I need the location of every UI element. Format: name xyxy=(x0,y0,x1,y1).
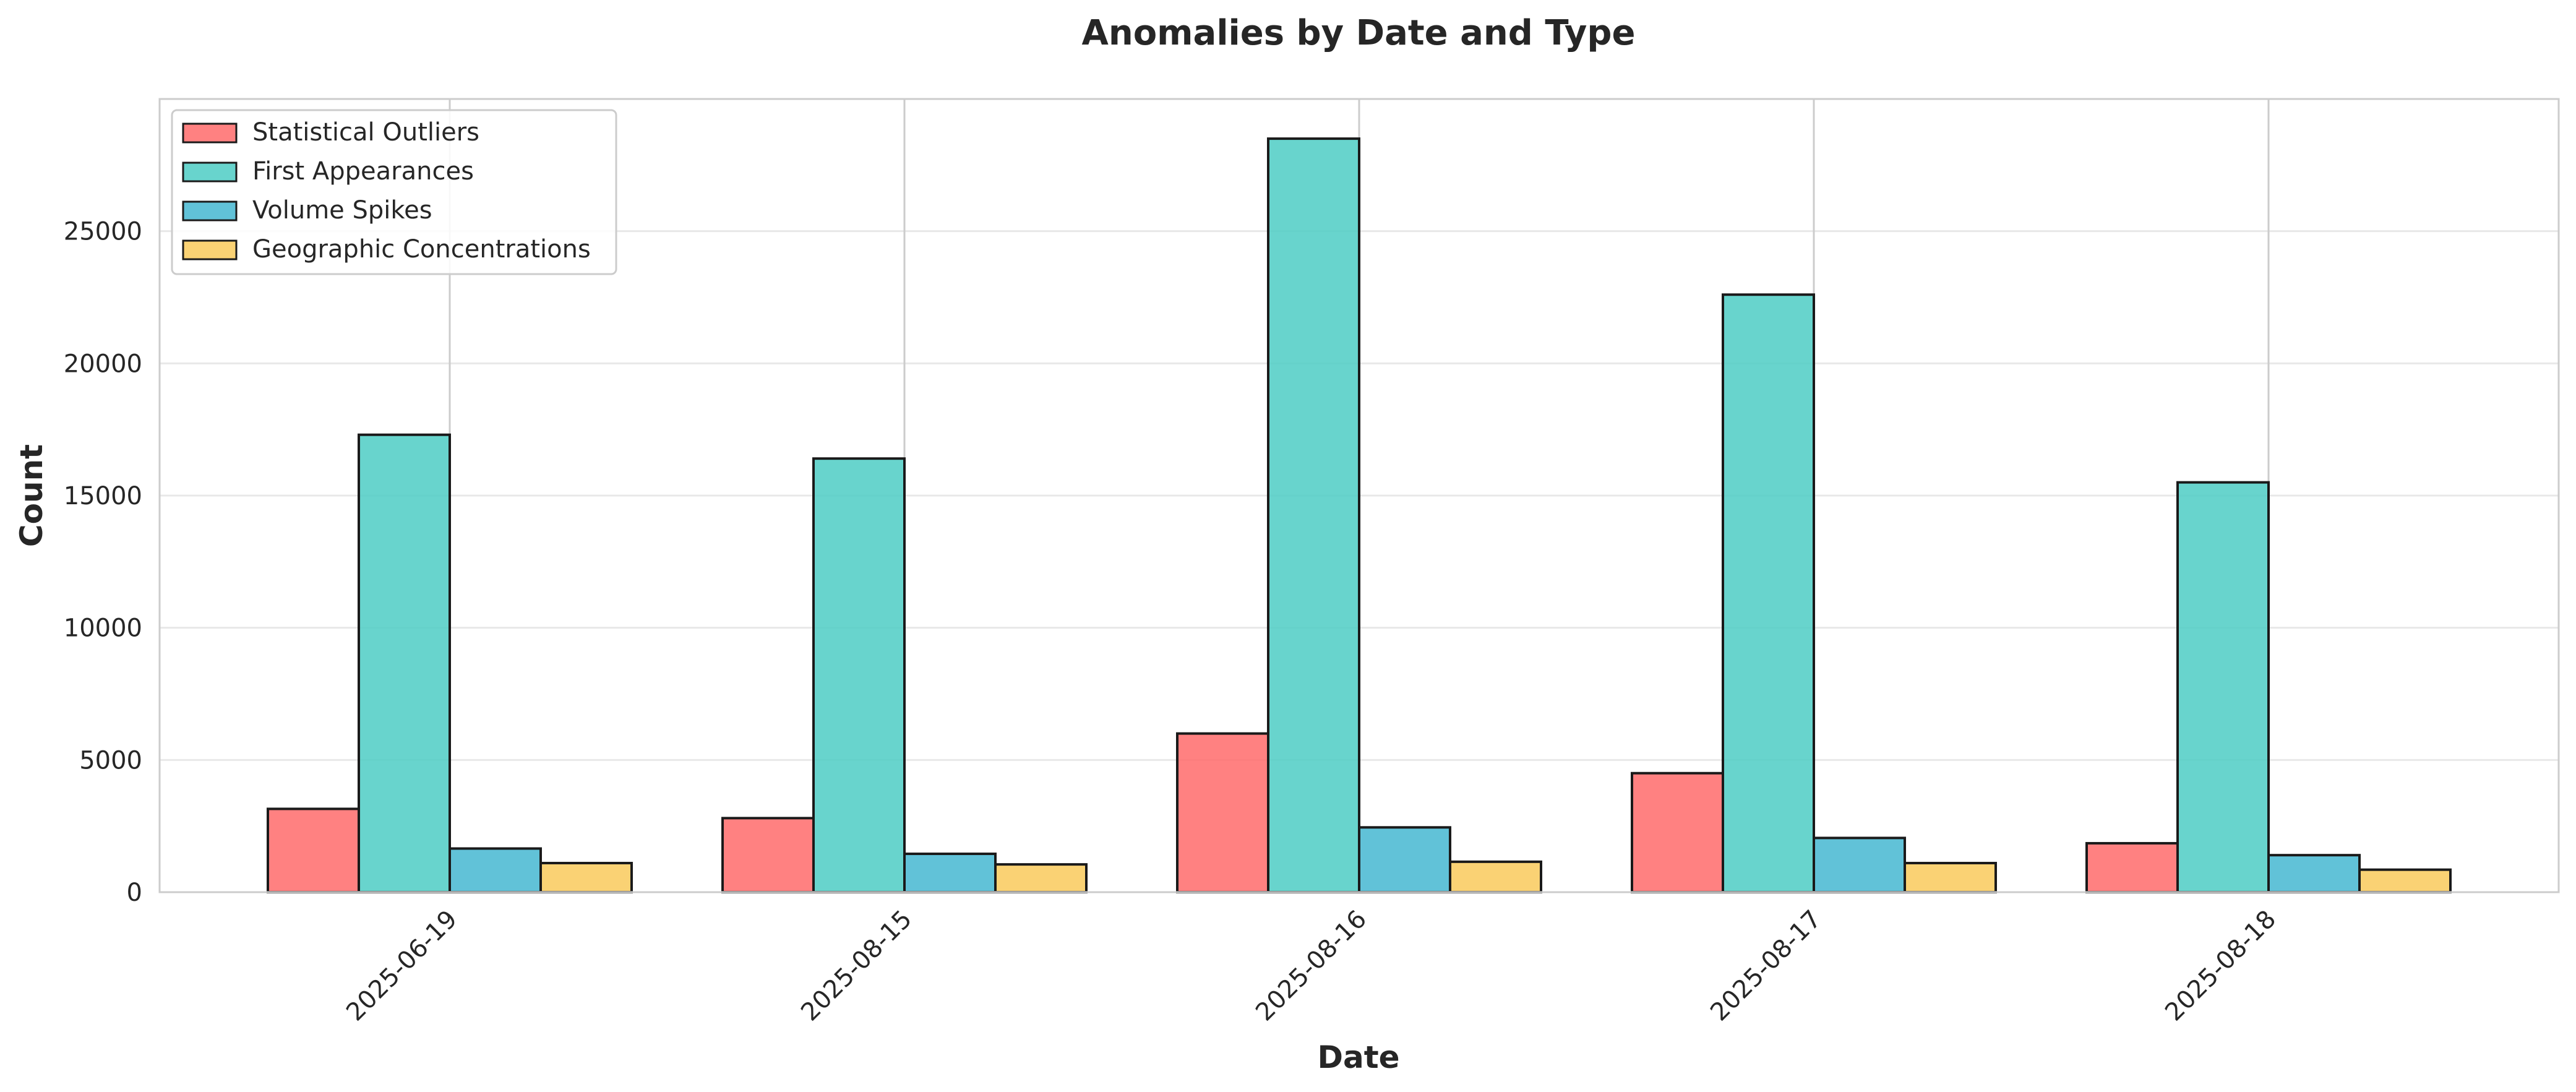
legend-entry: Geographic Concentrations xyxy=(252,235,591,264)
bar xyxy=(1904,861,1997,893)
bar xyxy=(1722,293,1815,893)
y-tick-label: 25000 xyxy=(64,218,142,246)
bar xyxy=(1267,137,1360,894)
x-tick-label: 2025-06-19 xyxy=(341,905,463,1027)
bar xyxy=(449,847,542,893)
legend-box xyxy=(171,109,617,275)
y-tick-label: 20000 xyxy=(64,350,142,378)
bar xyxy=(1176,732,1269,893)
bar xyxy=(2267,854,2361,894)
bar xyxy=(267,807,360,894)
bar xyxy=(1358,826,1451,894)
y-axis-ticks: 0 5000 10000 15000 20000 25000 xyxy=(64,218,142,907)
plot-frame xyxy=(158,98,2560,893)
x-tick-label: 2025-08-18 xyxy=(2160,905,2282,1027)
bar xyxy=(994,863,1088,894)
x-axis-ticks: 2025-06-19 2025-08-15 2025-08-16 2025-08-17… xyxy=(341,905,2282,1027)
legend-swatch xyxy=(182,239,238,260)
y-axis-label: Count xyxy=(14,444,49,547)
bar xyxy=(1449,860,1542,894)
bar xyxy=(2085,841,2179,894)
bar xyxy=(721,817,815,894)
bar xyxy=(812,457,906,893)
y-tick-label: 0 xyxy=(127,879,142,907)
chart-title: Anomalies by Date and Type xyxy=(1082,13,1636,53)
bar xyxy=(358,433,451,893)
bar xyxy=(1631,772,1724,893)
bar xyxy=(1813,836,1906,893)
x-tick-label: 2025-08-17 xyxy=(1705,905,1827,1027)
y-tick-label: 15000 xyxy=(64,482,142,510)
legend: Statistical Outliers First Appearances Vol… xyxy=(171,109,617,275)
legend-swatch xyxy=(182,200,238,221)
legend-entry: First Appearances xyxy=(252,157,474,186)
x-tick-label: 2025-08-15 xyxy=(796,905,917,1027)
bar xyxy=(903,853,997,893)
legend-swatch xyxy=(182,161,238,183)
x-tick-label: 2025-08-16 xyxy=(1250,905,1372,1027)
y-tick-label: 5000 xyxy=(79,746,142,775)
x-axis-label: Date xyxy=(1317,1039,1399,1075)
legend-entry: Statistical Outliers xyxy=(252,118,479,147)
bar xyxy=(2176,481,2270,893)
y-tick-label: 10000 xyxy=(64,614,142,643)
bar xyxy=(539,861,633,893)
legend-entry: Volume Spikes xyxy=(252,196,432,225)
legend-swatch xyxy=(182,123,238,144)
bar xyxy=(2358,868,2452,893)
